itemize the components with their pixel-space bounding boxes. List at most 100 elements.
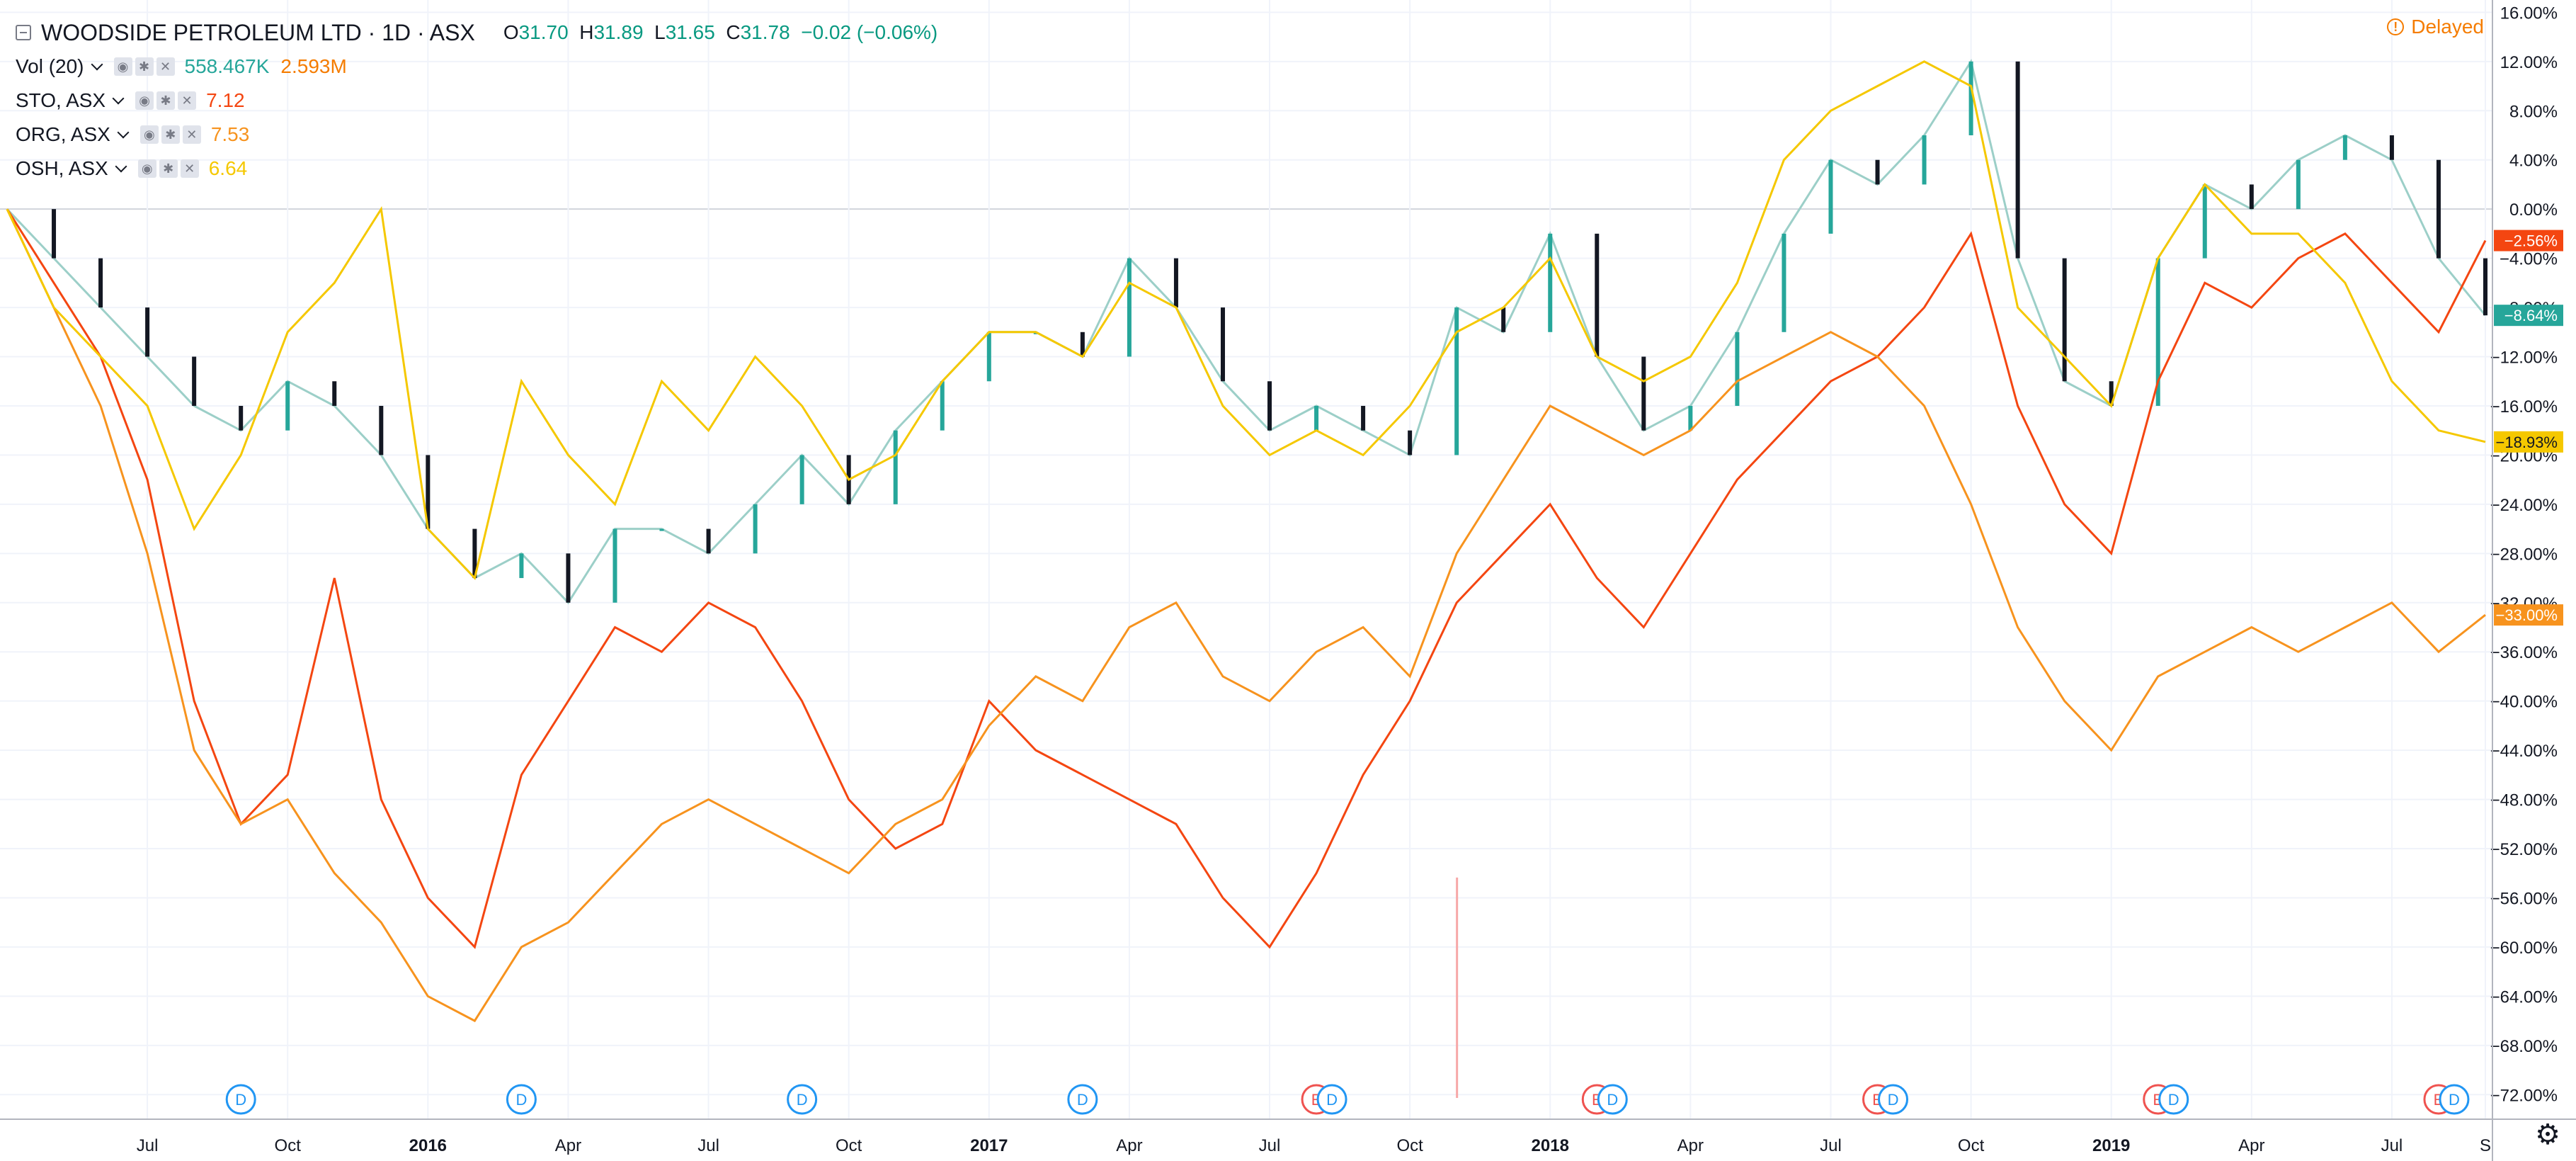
event-marker[interactable]: [506, 1084, 537, 1115]
eye-icon[interactable]: ◉: [113, 57, 132, 76]
candle: [1688, 405, 1693, 431]
gear-icon[interactable]: ⚙: [2535, 1119, 2560, 1150]
y-tick-label: −64.00%: [2490, 987, 2558, 1007]
event-marker[interactable]: [1597, 1084, 1628, 1115]
candle: [519, 553, 524, 579]
x-tick-label: Apr: [1116, 1136, 1142, 1155]
main-series-row: WOODSIDE PETROLEUM LTD · 1D · ASX O31.70…: [16, 16, 937, 50]
candle: [1173, 258, 1178, 308]
eye-icon[interactable]: ◉: [139, 125, 159, 144]
event-marker-label: D: [1607, 1091, 1618, 1109]
event-marker[interactable]: [2439, 1084, 2470, 1115]
eye-icon[interactable]: ◉: [137, 159, 156, 178]
event-marker-label: D: [797, 1091, 808, 1109]
y-tick-label: −48.00%: [2490, 791, 2558, 810]
indicator-controls: ◉ ✱ ✕: [113, 57, 175, 76]
y-tick-label: −44.00%: [2490, 742, 2558, 761]
series-line-org: [6, 208, 2486, 1023]
event-marker[interactable]: [2158, 1084, 2189, 1115]
price-label-bg: [2494, 305, 2563, 327]
chevron-down-icon[interactable]: [112, 92, 125, 105]
collapse-icon[interactable]: [16, 25, 31, 40]
event-marker[interactable]: [1316, 1084, 1347, 1115]
event-marker[interactable]: [1878, 1084, 1909, 1115]
y-tick-label: −72.00%: [2490, 1086, 2558, 1105]
x-tick-label: 2017: [970, 1136, 1008, 1155]
series-line-osh: [6, 60, 2486, 581]
y-tick-label: −4.00%: [2500, 250, 2558, 269]
chevron-down-icon[interactable]: [115, 160, 127, 173]
low-label: L: [654, 21, 666, 43]
y-tick-label: 12.00%: [2500, 53, 2558, 72]
indicator-row[interactable]: OSH, ASX ◉ ✱ ✕ 6.64: [16, 152, 937, 186]
candle: [2015, 61, 2020, 259]
candle: [1454, 307, 1459, 455]
candle: [1361, 405, 1366, 431]
indicator-label[interactable]: Vol (20): [16, 55, 84, 77]
close-icon[interactable]: ✕: [182, 125, 201, 144]
indicator-value: 6.64: [208, 157, 248, 179]
x-tick-label: Jul: [2381, 1136, 2403, 1155]
candle: [1267, 381, 1272, 431]
x-tick-label: Jul: [1820, 1136, 1842, 1155]
event-marker-label: D: [1888, 1091, 1899, 1109]
event-marker-label: D: [2168, 1091, 2179, 1109]
settings-icon[interactable]: ✱: [156, 91, 176, 110]
y-tick-label: −12.00%: [2490, 349, 2558, 368]
settings-icon[interactable]: ✱: [161, 125, 180, 144]
candle: [472, 528, 477, 579]
candle: [2155, 258, 2160, 406]
price-label: −2.56%: [2504, 232, 2558, 250]
open-label: O: [503, 21, 519, 43]
close-icon[interactable]: ✕: [178, 91, 197, 110]
x-tick-label: 2016: [409, 1136, 447, 1155]
delayed-label: Delayed: [2411, 16, 2484, 38]
chevron-down-icon[interactable]: [117, 126, 130, 139]
change-value: −0.02 (−0.06%): [801, 21, 938, 43]
event-marker[interactable]: [1067, 1084, 1098, 1115]
candle: [1735, 332, 1740, 406]
candle: [753, 504, 758, 554]
volume-layer: [1456, 877, 1459, 1098]
indicator-row[interactable]: Vol (20) ◉ ✱ ✕ 558.467K 2.593M: [16, 50, 937, 84]
indicator-label[interactable]: ORG, ASX: [16, 123, 110, 145]
indicator-row[interactable]: STO, ASX ◉ ✱ ✕ 7.12: [16, 84, 937, 118]
x-tick-label: Apr: [1677, 1136, 1704, 1155]
settings-icon[interactable]: ✱: [135, 57, 154, 76]
symbol-title[interactable]: WOODSIDE PETROLEUM LTD · 1D · ASX: [41, 19, 475, 45]
x-tick-label: 2018: [1532, 1136, 1569, 1155]
candle: [426, 455, 431, 529]
close-icon[interactable]: ✕: [180, 159, 199, 178]
event-marker-label: D: [1077, 1091, 1088, 1109]
series-line-sto: [6, 208, 2487, 949]
x-tick-label: Apr: [555, 1136, 581, 1155]
indicator-value: 558.467K: [184, 55, 270, 77]
y-tick-label: −60.00%: [2490, 939, 2558, 958]
indicator-value: 7.12: [206, 89, 245, 111]
indicator-row[interactable]: ORG, ASX ◉ ✱ ✕ 7.53: [16, 118, 937, 152]
x-tick-label: Oct: [275, 1136, 302, 1155]
candle: [2109, 381, 2114, 406]
indicator-label[interactable]: STO, ASX: [16, 89, 106, 111]
candle: [2062, 258, 2067, 382]
y-tick-label: −28.00%: [2490, 545, 2558, 564]
y-tick-label: −68.00%: [2490, 1037, 2558, 1056]
candle: [2249, 184, 2254, 210]
delayed-badge[interactable]: ! Delayed: [2387, 16, 2484, 38]
eye-icon[interactable]: ◉: [135, 91, 154, 110]
chevron-down-icon[interactable]: [91, 58, 103, 71]
x-tick-label: Jul: [1259, 1136, 1281, 1155]
indicator-value-2: 2.593M: [280, 55, 347, 77]
close-value: 31.78: [740, 21, 790, 43]
candle: [612, 528, 617, 603]
candle: [1922, 135, 1927, 185]
event-marker[interactable]: [225, 1084, 256, 1115]
candle: [1782, 233, 1786, 332]
close-icon[interactable]: ✕: [156, 57, 175, 76]
indicator-label[interactable]: OSH, ASX: [16, 157, 108, 179]
event-marker[interactable]: [787, 1084, 818, 1115]
settings-icon[interactable]: ✱: [159, 159, 178, 178]
indicator-value: 7.53: [210, 123, 250, 145]
